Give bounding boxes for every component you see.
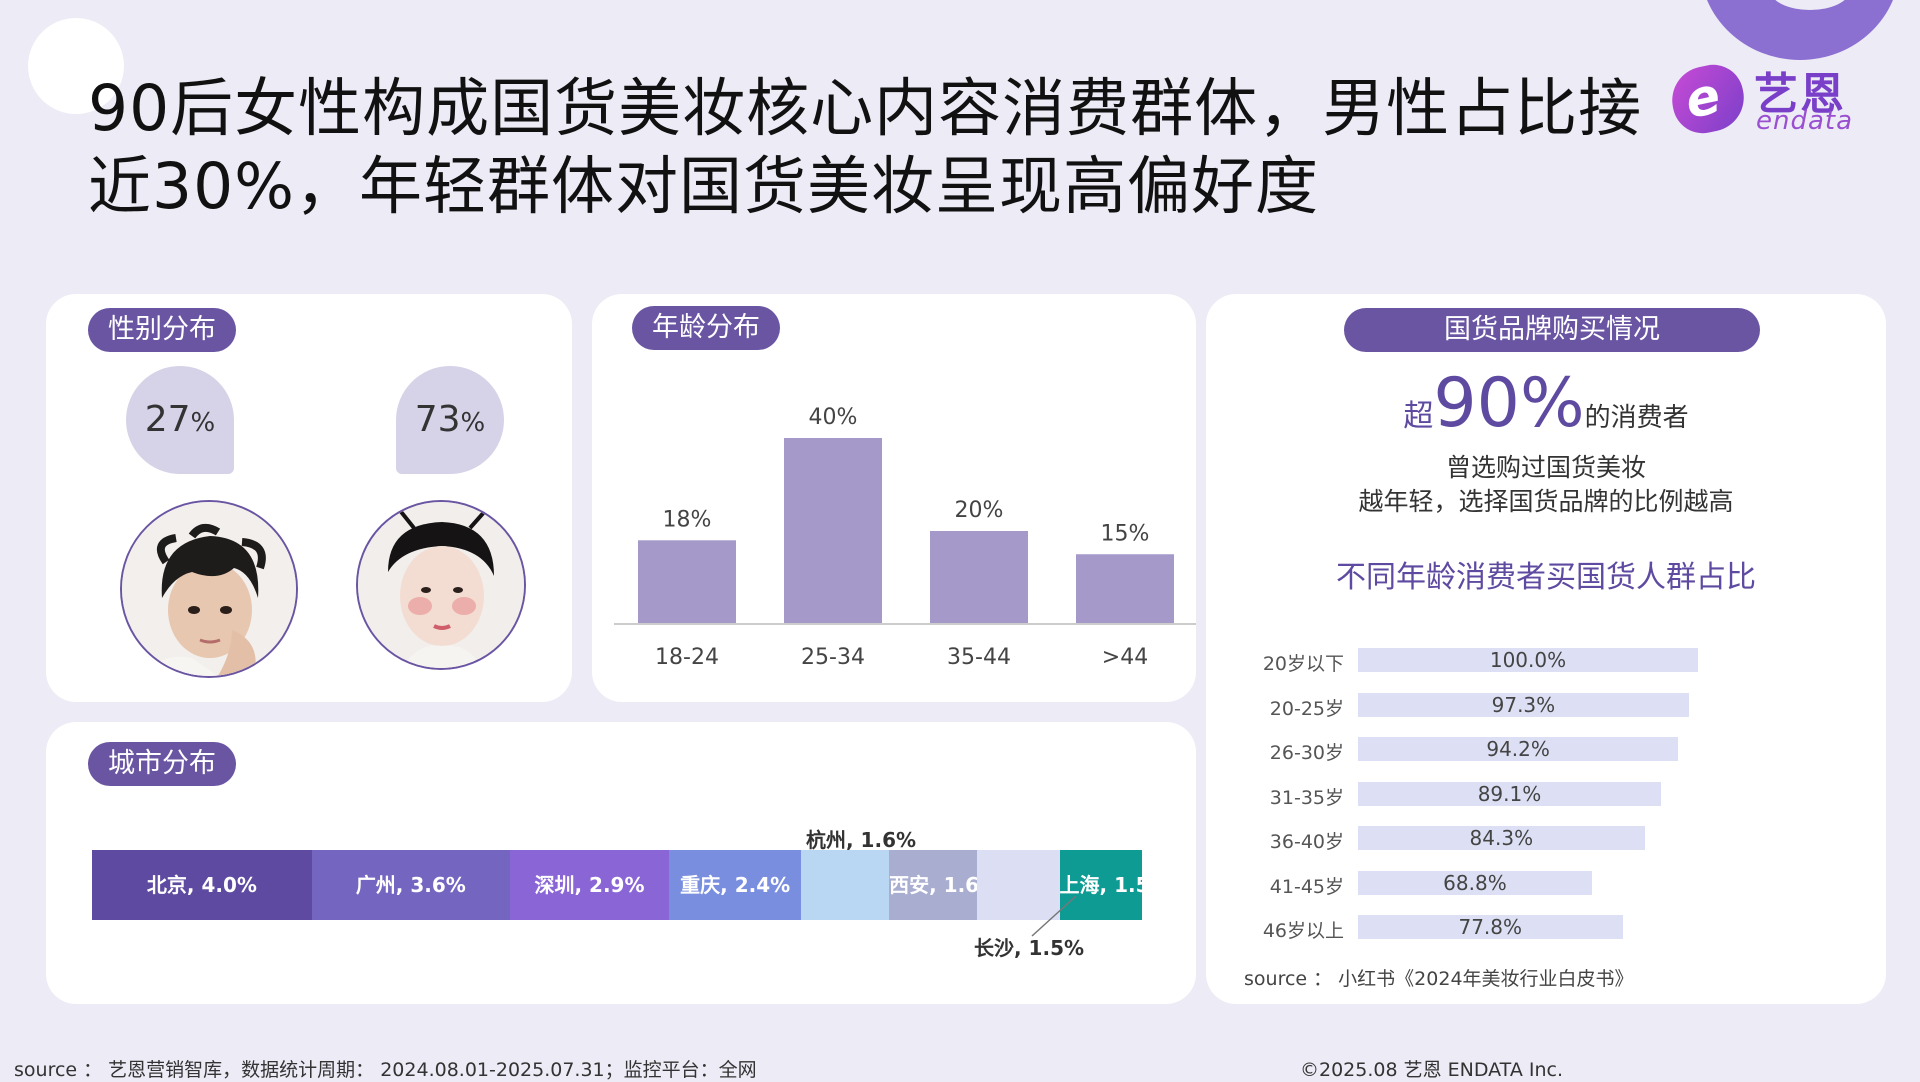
city-segment: 深圳, 2.9%	[509, 850, 670, 920]
age-category-label: 18-24	[655, 645, 719, 670]
age-group-label: 26-30岁	[1269, 742, 1344, 764]
age-group-label: 20岁以下	[1262, 653, 1344, 675]
male-percent-bubble: 27%	[126, 366, 234, 474]
footer-source: source ： 艺恩营销智库，数据统计周期： 2024.08.01-2025.…	[14, 1059, 757, 1081]
city-segment: 上海, 1.5%	[1059, 850, 1142, 920]
age-bar-value-label: 40%	[809, 405, 858, 430]
city-stacked-bar: 北京, 4.0%广州, 3.6%深圳, 2.9%重庆, 2.4% 西安, 1.6%…	[92, 850, 1142, 920]
changsha-leader-line	[1031, 895, 1077, 937]
age-category-label: 35-44	[947, 645, 1011, 670]
purchase-big-number: 90%	[1433, 364, 1585, 443]
purchase-suffix: 的消费者	[1584, 403, 1689, 433]
city-card: 城市分布 北京, 4.0% 广州, 3.6% 深圳, 2.9% 重庆, 2.4% 西安,…	[46, 722, 1196, 1004]
age-preference-bar: 94.2%	[1358, 737, 1679, 761]
purchase-source: source ： 小红书《2024年美妆行业白皮书》	[1244, 968, 1634, 990]
decorative-circle-top	[1700, 0, 1900, 60]
purchase-headline: 超90%的消费者	[1206, 364, 1886, 444]
age-group-label: 31-35岁	[1269, 786, 1344, 809]
age-preference-bar: 100.0%	[1358, 648, 1698, 672]
city-label-changsha: 长沙, 1.5%	[974, 936, 1085, 960]
female-percent-unit: %	[460, 408, 486, 438]
male-percent-value: 27	[144, 399, 191, 440]
age-bar-value-label: 18%	[663, 507, 712, 532]
age-bar-value-label: 15%	[1101, 521, 1150, 546]
age-preference-value: 89.1%	[1477, 781, 1542, 806]
age-group-label: 36-40岁	[1269, 831, 1344, 853]
age-bar-value-label: 20%	[955, 498, 1004, 523]
age-preference-bar-chart: 20岁以下 100.0% 20-25岁 97.3% 26-30岁 94.2% 31-35岁 8…	[1206, 294, 1886, 1004]
age-preference-bar: 68.8%	[1358, 870, 1592, 895]
age-preference-value: 68.8%	[1443, 870, 1507, 895]
age-bar	[930, 531, 1028, 624]
purchase-prefix: 超	[1403, 399, 1434, 434]
age-preference-subtitle: 不同年龄消费者买国货人群占比	[1336, 560, 1756, 595]
age-group-label: 46岁以上	[1262, 920, 1344, 942]
age-bar-chart: 18% 18-24 40% 25-34 20% 35-44 15% >44	[614, 405, 1196, 670]
city-segment: 广州, 3.6%	[311, 850, 510, 920]
age-bar	[1076, 554, 1174, 624]
purchase-card: 国货品牌购买情况 超90%的消费者 曾选购过国货美妆 越年轻，选择国货品牌的比例…	[1206, 294, 1886, 1004]
age-preference-bar: 97.3%	[1358, 692, 1689, 717]
age-category-label: >44	[1102, 645, 1148, 670]
female-percent-bubble: 73%	[396, 366, 504, 474]
city-segment: 西安, 1.6%	[889, 850, 978, 920]
male-avatar	[120, 500, 298, 678]
age-group-label: 20-25岁	[1269, 697, 1344, 720]
gender-pill: 性别分布	[88, 308, 236, 352]
age-preference-bar: 89.1%	[1358, 781, 1661, 806]
city-segment: 北京, 4.0%	[92, 850, 312, 920]
purchase-line-3: 越年轻，选择国货品牌的比例越高	[1358, 487, 1734, 516]
age-bar	[784, 438, 882, 624]
endata-logo: e 艺恩 endata	[1665, 59, 1872, 139]
female-percent-value: 73	[414, 399, 461, 440]
age-preference-value: 84.3%	[1469, 826, 1534, 850]
age-preference-value: 77.8%	[1458, 915, 1523, 939]
purchase-line-2: 曾选购过国货美妆	[1445, 453, 1646, 482]
city-segment: 重庆, 2.4%	[669, 850, 802, 920]
age-preference-value: 97.3%	[1491, 692, 1556, 717]
page-title: 90后女性构成国货美妆核心内容消费群体，男性占比接 近30%，年轻群体对国货美妆…	[88, 70, 1648, 226]
female-avatar	[356, 500, 526, 670]
age-preference-bar: 84.3%	[1358, 826, 1645, 850]
decorative-circle	[28, 18, 124, 114]
city-segment	[801, 850, 890, 920]
age-card: 年龄分布 18% 18-24 40% 25-34 20% 35-44 15% >44	[592, 294, 1196, 702]
age-preference-value: 94.2%	[1486, 737, 1550, 761]
city-segment	[977, 850, 1060, 920]
age-group-label: 41-45岁	[1269, 875, 1344, 898]
age-preference-value: 100.0%	[1489, 648, 1567, 672]
gender-card: 性别分布 27% 73%	[46, 294, 572, 702]
title-line-2: 近30%，年轻群体对国货美妆呈现高偏好度	[88, 150, 1320, 223]
age-pill: 年龄分布	[632, 306, 780, 350]
logo-en-text: endata	[1756, 106, 1854, 136]
age-preference-bar: 77.8%	[1358, 915, 1623, 939]
footer-copyright: ©2025.08 艺恩 ENDATA Inc.	[1300, 1059, 1563, 1081]
city-label-hangzhou: 杭州, 1.6%	[806, 828, 917, 852]
age-bar	[638, 540, 736, 624]
logo-mark-icon: e	[1665, 59, 1751, 139]
age-category-label: 25-34	[801, 645, 865, 670]
title-line-1: 90后女性构成国货美妆核心内容消费群体，男性占比接	[88, 72, 1643, 145]
purchase-pill: 国货品牌购买情况	[1344, 308, 1760, 352]
male-percent-unit: %	[190, 408, 216, 438]
city-pill: 城市分布	[88, 742, 236, 786]
logo-cn-text: 艺恩	[1754, 69, 1846, 120]
